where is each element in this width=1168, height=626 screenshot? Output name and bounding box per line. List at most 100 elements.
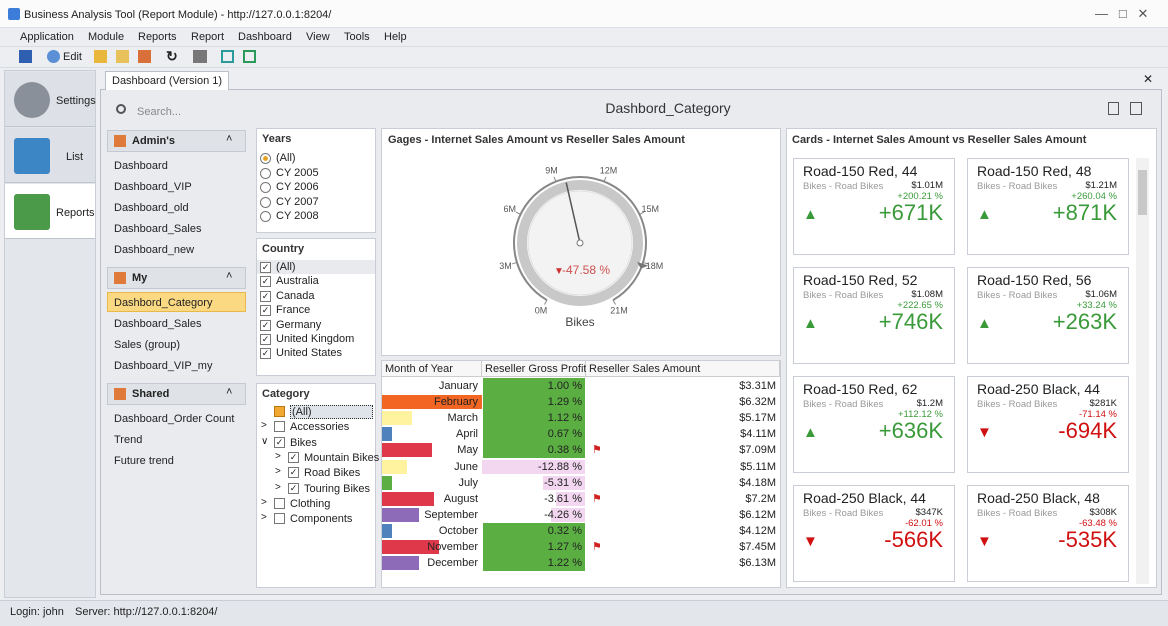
checkbox[interactable]: ✓: [260, 348, 271, 360]
menu-item[interactable]: View: [306, 31, 330, 43]
nav-label[interactable]: Settings: [56, 95, 96, 107]
year-option[interactable]: CY 2006: [276, 181, 319, 193]
toolbar-button[interactable]: [94, 50, 107, 63]
checkbox[interactable]: [274, 513, 285, 525]
dashboard-link[interactable]: Dashboard_VIP_my: [114, 360, 213, 372]
collapse-icon[interactable]: ˄: [226, 133, 233, 145]
radio[interactable]: [260, 182, 271, 193]
scroll-thumb[interactable]: [1138, 170, 1147, 215]
column-header[interactable]: Reseller Sales Amount: [586, 361, 780, 377]
profit-cell: 1.00 %: [547, 380, 582, 392]
toolbar-button[interactable]: [243, 50, 256, 63]
tree-expander[interactable]: >: [275, 450, 281, 462]
dashboard-link[interactable]: Dashboard_Order Count: [114, 413, 235, 425]
group-title[interactable]: Shared: [132, 388, 170, 400]
year-option[interactable]: CY 2007: [276, 195, 319, 208]
checkbox[interactable]: ✓: [274, 436, 285, 448]
save-button[interactable]: [19, 50, 32, 63]
nav-label[interactable]: List: [66, 151, 84, 163]
nav-button[interactable]: [5, 72, 95, 127]
toolbar-button[interactable]: [138, 50, 151, 63]
dashboard-link[interactable]: Dashboard_Sales: [114, 318, 202, 330]
dashboard-link[interactable]: Dashboard_Sales: [114, 223, 202, 235]
checkbox[interactable]: ✓: [260, 334, 271, 345]
settings-button[interactable]: [1130, 102, 1142, 115]
checkbox[interactable]: ✓: [288, 482, 299, 494]
country-option[interactable]: Canada: [276, 289, 315, 302]
tree-expander[interactable]: >: [261, 512, 267, 524]
category-option[interactable]: Clothing: [290, 497, 331, 510]
dashboard-link[interactable]: Dashboard_VIP: [114, 181, 192, 193]
category-option[interactable]: Bikes: [290, 436, 317, 449]
dashboard-link[interactable]: Future trend: [114, 455, 174, 467]
toolbar-button[interactable]: [116, 50, 129, 63]
dashboard-link[interactable]: Dashbord_Category: [114, 297, 213, 309]
checkbox[interactable]: ✓: [260, 319, 271, 331]
group-title[interactable]: Admin's: [132, 135, 175, 147]
country-option[interactable]: United States: [276, 347, 343, 360]
checkbox[interactable]: [274, 406, 285, 417]
menu-item[interactable]: Report: [191, 31, 225, 43]
radio[interactable]: [260, 167, 271, 179]
menu-item[interactable]: Dashboard: [238, 31, 292, 43]
menu-item[interactable]: Help: [384, 31, 407, 43]
radio[interactable]: [260, 153, 271, 164]
dashboard-link[interactable]: Trend: [114, 434, 143, 446]
dashboard-link[interactable]: Dashboard: [114, 160, 168, 172]
menu-item[interactable]: Module: [88, 31, 125, 43]
checkbox[interactable]: ✓: [288, 467, 299, 479]
category-option[interactable]: Touring Bikes: [304, 482, 371, 495]
checkbox[interactable]: [274, 497, 285, 509]
menu-item[interactable]: Tools: [344, 31, 370, 43]
category-option[interactable]: Components: [290, 513, 353, 526]
checkbox[interactable]: ✓: [260, 276, 271, 288]
year-option[interactable]: (All): [276, 152, 296, 164]
category-option[interactable]: Mountain Bikes: [304, 451, 380, 464]
tree-expander[interactable]: >: [275, 466, 281, 478]
menu-item[interactable]: Application: [20, 31, 74, 43]
collapse-icon[interactable]: ˄: [226, 270, 233, 282]
window-buttons[interactable]: — □ ✕: [1095, 6, 1149, 21]
radio[interactable]: [260, 196, 271, 208]
checkbox[interactable]: ✓: [260, 305, 271, 317]
tree-expander[interactable]: ∨: [261, 435, 269, 447]
tab[interactable]: Dashboard (Version 1): [105, 71, 230, 90]
country-option[interactable]: (All): [276, 261, 296, 273]
category-option[interactable]: (All): [290, 405, 373, 419]
dashboard-title: Dashbord_Category: [605, 100, 731, 116]
country-option[interactable]: Germany: [276, 318, 322, 331]
checkbox[interactable]: ✓: [260, 262, 271, 273]
print-button[interactable]: [193, 50, 207, 63]
category-option[interactable]: Accessories: [290, 421, 350, 434]
dashboard-link[interactable]: Dashboard_new: [114, 244, 195, 256]
dashboard-link[interactable]: Sales (group): [114, 339, 181, 351]
checkbox[interactable]: ✓: [288, 451, 299, 463]
tree-expander[interactable]: >: [275, 481, 281, 493]
card-delta: +871K: [1052, 200, 1117, 225]
checkbox[interactable]: ✓: [260, 290, 271, 302]
scrollbar[interactable]: [1136, 158, 1149, 584]
collapse-icon[interactable]: ˄: [226, 386, 233, 398]
year-option[interactable]: CY 2008: [276, 210, 319, 222]
tree-expander[interactable]: >: [261, 420, 267, 432]
toolbar-button[interactable]: [221, 50, 234, 63]
radio[interactable]: [260, 211, 271, 222]
group-title[interactable]: My: [132, 272, 148, 284]
nav-label[interactable]: Reports: [56, 207, 95, 219]
dashboard-link[interactable]: Dashboard_old: [114, 202, 189, 214]
country-option[interactable]: Australia: [276, 275, 319, 288]
country-option[interactable]: United Kingdom: [276, 333, 355, 345]
year-option[interactable]: CY 2005: [276, 166, 319, 179]
country-option[interactable]: France: [276, 304, 311, 317]
category-option[interactable]: Road Bikes: [304, 467, 361, 480]
export-button[interactable]: [1108, 102, 1119, 115]
column-header[interactable]: Month of Year: [382, 361, 482, 377]
checkbox[interactable]: [274, 421, 285, 433]
edit-button[interactable]: Edit: [63, 51, 82, 63]
column-header[interactable]: Reseller Gross Profit ...: [482, 361, 599, 377]
menu-item[interactable]: Reports: [138, 31, 177, 43]
tree-expander[interactable]: >: [261, 496, 267, 508]
search-box[interactable]: Search...: [137, 106, 182, 118]
refresh-button[interactable]: ↻: [166, 48, 178, 64]
close-tab[interactable]: ✕: [1143, 72, 1154, 86]
